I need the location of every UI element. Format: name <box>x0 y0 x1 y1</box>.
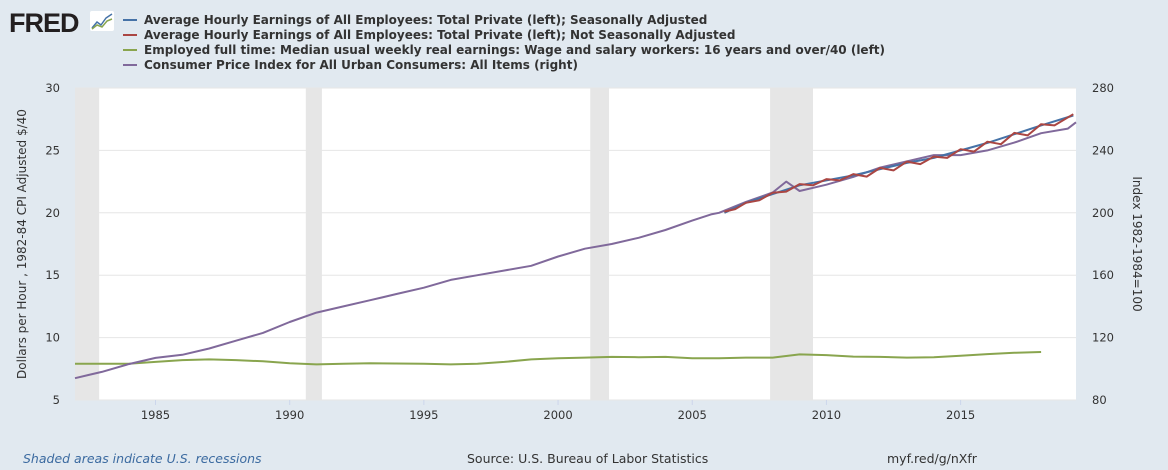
source-text: Source: U.S. Bureau of Labor Statistics <box>467 451 709 466</box>
recession-band <box>305 88 322 400</box>
y-right-tick-label: 200 <box>1092 206 1114 220</box>
legend-swatch <box>123 63 137 66</box>
legend-swatch <box>123 33 137 36</box>
legend-label: Employed full time: Median usual weekly … <box>144 42 886 57</box>
y-left-tick-label: 5 <box>53 393 60 407</box>
legend-label: Consumer Price Index for All Urban Consu… <box>144 57 578 72</box>
recession-band <box>590 88 610 400</box>
series-line <box>74 121 1077 380</box>
x-tick-label: 2015 <box>946 408 975 422</box>
legend-swatch <box>123 48 137 51</box>
y-right-tick-label: 240 <box>1092 143 1114 157</box>
y-right-tick-label: 120 <box>1092 331 1114 345</box>
y-right-tick-label: 280 <box>1092 81 1114 95</box>
short-link[interactable]: myf.red/g/nXfr <box>887 451 977 466</box>
legend-item[interactable]: Consumer Price Index for All Urban Consu… <box>123 57 885 72</box>
legend-label: Average Hourly Earnings of All Employees… <box>144 27 736 42</box>
y-left-tick-label: 15 <box>45 268 60 282</box>
legend-label: Average Hourly Earnings of All Employees… <box>144 12 708 27</box>
y-right-axis-label: Index 1982-1984=100 <box>1130 176 1144 311</box>
series-line <box>75 351 1042 366</box>
y-left-tick-label: 25 <box>45 143 60 157</box>
fred-logo: FRED <box>9 8 79 38</box>
legend: Average Hourly Earnings of All Employees… <box>123 12 885 72</box>
logo-graph-icon <box>90 11 114 31</box>
plot-area <box>75 88 1076 400</box>
x-tick-label: 2010 <box>812 408 841 422</box>
series-line <box>724 113 1074 213</box>
legend-item[interactable]: Employed full time: Median usual weekly … <box>123 42 885 57</box>
y-left-tick-label: 20 <box>45 206 60 220</box>
legend-item[interactable]: Average Hourly Earnings of All Employees… <box>123 27 885 42</box>
recession-band <box>770 88 814 400</box>
x-tick-label: 2000 <box>543 408 572 422</box>
y-left-tick-label: 30 <box>45 81 60 95</box>
y-left-tick-label: 10 <box>45 331 60 345</box>
legend-swatch <box>123 18 137 21</box>
y-left-axis-label: Dollars per Hour , 1982-84 CPI Adjusted … <box>15 109 29 379</box>
legend-item[interactable]: Average Hourly Earnings of All Employees… <box>123 12 885 27</box>
recession-band <box>75 88 100 400</box>
x-tick-label: 1990 <box>275 408 304 422</box>
x-tick-label: 1995 <box>409 408 438 422</box>
x-tick-label: 1985 <box>141 408 170 422</box>
x-tick-label: 2005 <box>678 408 707 422</box>
recession-note: Shaded areas indicate U.S. recessions <box>23 451 262 466</box>
y-right-tick-label: 80 <box>1092 393 1107 407</box>
y-right-tick-label: 160 <box>1092 268 1114 282</box>
